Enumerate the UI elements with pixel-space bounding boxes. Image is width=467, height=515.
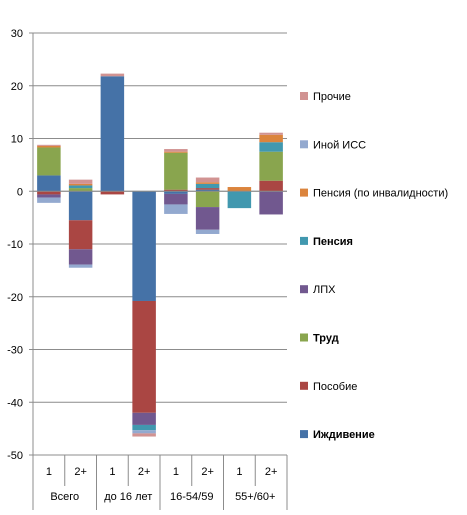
bar-segment xyxy=(100,76,125,192)
legend-label: Пенсия xyxy=(313,236,353,248)
bar-segment xyxy=(132,433,156,437)
x-group-label: до 16 лет xyxy=(104,491,152,503)
x-group-label: 16-54/59 xyxy=(170,491,213,503)
bar-segment xyxy=(195,188,220,190)
bar-segment xyxy=(100,73,125,77)
bar-segment xyxy=(68,188,93,192)
bar-segment xyxy=(164,204,188,214)
legend-swatch xyxy=(300,381,308,390)
legend-label: Прочие xyxy=(313,91,351,103)
bar-segment xyxy=(132,424,156,431)
x-tick-label: 1 xyxy=(109,466,115,478)
bar-segment xyxy=(132,191,156,301)
bar-segment xyxy=(37,191,61,195)
legend-label: Труд xyxy=(313,333,339,345)
x-group-label: Всего xyxy=(50,491,79,503)
legend: Прочие Иной ИСС Пенсия (по инвалидности) Пе… xyxy=(300,91,448,441)
bar-segment xyxy=(195,182,220,184)
bar-segment xyxy=(37,145,61,148)
y-tick-label: 20 xyxy=(11,81,23,93)
bar-segment xyxy=(37,194,61,198)
legend-swatch xyxy=(300,92,308,100)
legend-label: ЛПХ xyxy=(313,284,336,296)
bar-segment xyxy=(164,191,188,194)
legend-swatch xyxy=(300,236,308,245)
bar-segment xyxy=(259,180,283,192)
bar-segment xyxy=(132,430,156,434)
bar-segment xyxy=(37,147,61,176)
bar-segment xyxy=(37,175,61,192)
y-tick-label: -10 xyxy=(7,239,23,251)
bar-segment xyxy=(259,142,283,152)
x-tick-label: 1 xyxy=(236,466,242,478)
y-tick-label: -40 xyxy=(7,397,23,409)
bar-segment xyxy=(68,179,93,184)
legend-label: Иной ИСС xyxy=(313,139,366,151)
bar-segment xyxy=(68,220,93,250)
bar-segment xyxy=(164,152,188,190)
bar-segment xyxy=(195,207,220,230)
bar-segment xyxy=(259,191,283,215)
x-tick-label: 2+ xyxy=(138,466,151,478)
x-tick-label: 2+ xyxy=(201,466,214,478)
x-tick-label: 1 xyxy=(173,466,179,478)
bars xyxy=(37,73,283,437)
bar-segment xyxy=(132,412,156,425)
bar-segment xyxy=(100,191,125,195)
y-tick-label: -30 xyxy=(7,345,23,357)
y-tick-label: -20 xyxy=(7,292,23,304)
bar-segment xyxy=(195,183,220,189)
legend-swatch xyxy=(300,188,308,197)
bar-segment xyxy=(164,189,188,192)
y-tick-label: 30 xyxy=(11,28,23,40)
x-group-label: 55+/60+ xyxy=(235,491,275,503)
bar-segment xyxy=(195,191,220,208)
bar-segment xyxy=(164,149,188,152)
y-tick-label: 10 xyxy=(11,134,23,146)
x-tick-label: 2+ xyxy=(74,466,87,478)
y-tick-label: -50 xyxy=(7,450,23,462)
legend-swatch xyxy=(300,285,308,294)
bar-segment xyxy=(68,264,93,268)
bar-segment xyxy=(164,193,188,205)
legend-swatch xyxy=(300,140,308,149)
y-tick-label: 0 xyxy=(17,186,23,198)
bar-segment xyxy=(37,144,61,146)
bar-segment xyxy=(259,132,283,135)
bar-segment xyxy=(164,151,188,153)
bar-segment xyxy=(259,151,283,181)
bar-segment xyxy=(227,191,252,209)
bar-segment xyxy=(68,191,93,221)
bar-segment xyxy=(195,229,220,234)
legend-label: Иждивение xyxy=(313,429,375,441)
legend-label: Пособие xyxy=(313,381,357,393)
legend-label: Пенсия (по инвалидности) xyxy=(313,188,448,200)
x-tick-label: 1 xyxy=(46,466,52,478)
bar-segment xyxy=(195,189,220,192)
bar-segment xyxy=(259,134,283,143)
bar-segment xyxy=(195,177,220,183)
bar-segment xyxy=(37,197,61,203)
x-tick-label: 2+ xyxy=(265,466,278,478)
bar-segment xyxy=(68,185,93,189)
bar-segment xyxy=(68,249,93,265)
axes: -50 -40 -30 -20 -10 0 10 20 30 1 2+ 1 2+ 1 2+ 1 2+ Всего д… xyxy=(7,28,288,510)
legend-swatch xyxy=(300,333,308,342)
bar-segment xyxy=(68,183,93,186)
bar-segment xyxy=(132,300,156,413)
bar-segment xyxy=(227,187,252,192)
legend-swatch xyxy=(300,430,308,439)
